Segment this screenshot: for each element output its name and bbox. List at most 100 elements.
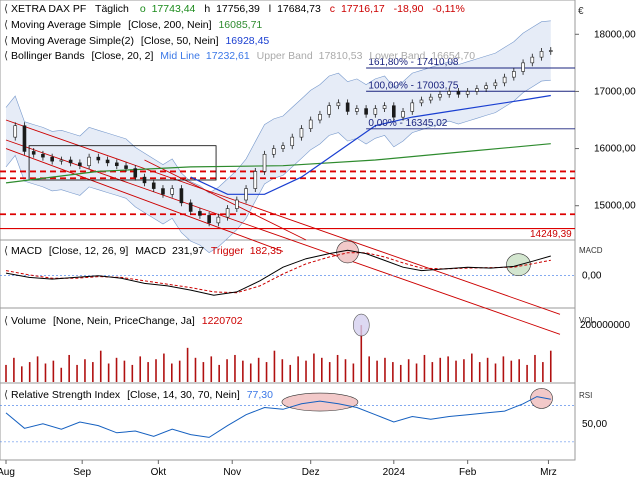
candle-body bbox=[78, 162, 82, 167]
candle-body bbox=[465, 91, 470, 95]
candle-body bbox=[41, 153, 45, 158]
rsi-highlight-circle bbox=[530, 388, 553, 409]
rsi-tick-label-0: 50,00 bbox=[582, 419, 607, 430]
chevron-icon: ⟨ bbox=[4, 3, 8, 15]
candle-body bbox=[475, 88, 479, 92]
change-value: -18,90 bbox=[394, 3, 424, 15]
axes: Aug Sep Okt Nov Dez 2024 Feb Mrz bbox=[0, 460, 557, 478]
candle-body bbox=[262, 153, 267, 172]
candle-body bbox=[428, 96, 433, 101]
candle-body bbox=[68, 159, 73, 164]
bb-upper-value: 17810,53 bbox=[319, 50, 363, 62]
bb-mid-label: Mid Line bbox=[160, 50, 200, 62]
volume-highlight-circle bbox=[352, 313, 370, 337]
macd-plot: 0,00 bbox=[0, 240, 602, 296]
legend-instrument-line: ⟨ XETRA DAX PF Täglich o 17743,44 h 1775… bbox=[4, 3, 465, 15]
candle-body bbox=[419, 99, 424, 104]
change-pct: -0,11% bbox=[432, 3, 465, 15]
close-label: c bbox=[330, 3, 335, 15]
sma50-params: [Close, 50, Nein] bbox=[141, 35, 219, 47]
macd-axis-label: MACD bbox=[579, 246, 603, 255]
candle-body bbox=[31, 151, 36, 155]
macd-value-label: MACD bbox=[135, 245, 166, 257]
candle-body bbox=[299, 128, 304, 138]
candle-body bbox=[447, 91, 452, 95]
open-label: o bbox=[140, 3, 146, 15]
chevron-icon: ⟨ bbox=[4, 389, 8, 401]
trigger-label: Trigger bbox=[211, 245, 244, 257]
macd-value: 231,97 bbox=[172, 245, 204, 257]
volume-plot: 200000000 bbox=[5, 313, 630, 382]
candle-body bbox=[253, 171, 258, 189]
candle-body bbox=[401, 111, 405, 118]
close-value: 17716,17 bbox=[341, 3, 385, 15]
bb-label: Bollinger Bands bbox=[11, 50, 85, 62]
candle-body bbox=[124, 165, 128, 169]
candle-body bbox=[105, 159, 110, 164]
instrument-name: XETRA DAX PF bbox=[11, 3, 86, 15]
open-value: 17743,44 bbox=[152, 3, 196, 15]
high-value: 17756,39 bbox=[216, 3, 260, 15]
fib-label-0: 161,80% - 17410,08 bbox=[368, 57, 459, 68]
price-legend: ⟨ XETRA DAX PF Täglich o 17743,44 h 1775… bbox=[4, 3, 475, 62]
rsi-label: Relative Strength Index bbox=[11, 389, 121, 401]
candle-body bbox=[493, 82, 498, 87]
sma200-line bbox=[5, 143, 551, 184]
trigger-value: 182,35 bbox=[250, 245, 282, 257]
fib-label-1: 100,00% - 17003,75 bbox=[368, 80, 459, 91]
sma50-line bbox=[190, 94, 551, 195]
low-value: 17684,73 bbox=[277, 3, 321, 15]
candle-body bbox=[22, 125, 27, 152]
candle-body bbox=[548, 50, 553, 52]
volume-legend: ⟨ Volume [None, Nein, PriceChange, Ja] 1… bbox=[4, 315, 243, 327]
volume-tick-label-0: 200000000 bbox=[580, 320, 630, 331]
x-tick-label-2: Okt bbox=[151, 467, 167, 478]
candle-body bbox=[216, 216, 221, 224]
candle-body bbox=[530, 56, 535, 64]
x-tick-label-3: Nov bbox=[223, 467, 241, 478]
candle-body bbox=[327, 105, 331, 115]
sma50-label: Moving Average Simple(2) bbox=[11, 35, 134, 47]
rsi-value: 77,30 bbox=[247, 389, 273, 401]
bb-lower-label: Lower Band bbox=[369, 50, 425, 62]
candle-body bbox=[391, 105, 396, 118]
candle-body bbox=[151, 182, 156, 189]
rsi-plot: 50,00 bbox=[0, 388, 607, 443]
rsi-panel bbox=[0, 382, 576, 461]
candle-body bbox=[59, 159, 64, 162]
candle-body bbox=[87, 156, 91, 167]
bb-mid-value: 17232,61 bbox=[206, 50, 250, 62]
trend-channel-line-3 bbox=[144, 159, 307, 241]
legend-bollinger: ⟨ Bollinger Bands [Close, 20, 2] Mid Lin… bbox=[4, 50, 475, 62]
y-tick-label-3: 15000,00 bbox=[594, 201, 636, 212]
candle-body bbox=[410, 102, 415, 112]
bollinger-upper-line bbox=[5, 20, 551, 194]
candle-body bbox=[271, 148, 276, 155]
candle-body bbox=[382, 105, 387, 109]
rsi-legend: ⟨ Relative Strength Index [Close, 14, 30… bbox=[4, 389, 273, 401]
fib-label-2: 0,00% - 16345,02 bbox=[368, 118, 447, 129]
candle-body bbox=[13, 125, 18, 138]
macd-trigger-line bbox=[5, 252, 551, 294]
macd-label: MACD bbox=[11, 245, 42, 257]
legend-sma50: ⟨ Moving Average Simple(2) [Close, 50, N… bbox=[4, 35, 269, 47]
candle-body bbox=[355, 108, 359, 112]
sma50-value: 16928,45 bbox=[225, 35, 269, 47]
volume-value: 1220702 bbox=[202, 315, 243, 327]
candle-body bbox=[198, 211, 202, 216]
trend-channel-line-2 bbox=[5, 148, 284, 252]
candle-body bbox=[290, 136, 295, 147]
candle-body bbox=[308, 119, 313, 129]
candle-body bbox=[188, 202, 193, 212]
legend-sma200: ⟨ Moving Average Simple [Close, 200, Nei… bbox=[4, 19, 262, 31]
candle-body bbox=[235, 199, 239, 209]
candle-body bbox=[484, 85, 488, 89]
candle-body bbox=[244, 188, 248, 201]
candle-body bbox=[142, 176, 147, 184]
low-label: l bbox=[269, 3, 271, 15]
price-plot: 161,80% - 17410,08 100,00% - 17003,75 0,00… bbox=[0, 20, 636, 335]
rsi-params: [Close, 14, 30, 70, Nein] bbox=[127, 389, 240, 401]
volume-label: Volume bbox=[11, 315, 46, 327]
sma200-params: [Close, 200, Nein] bbox=[128, 19, 212, 31]
